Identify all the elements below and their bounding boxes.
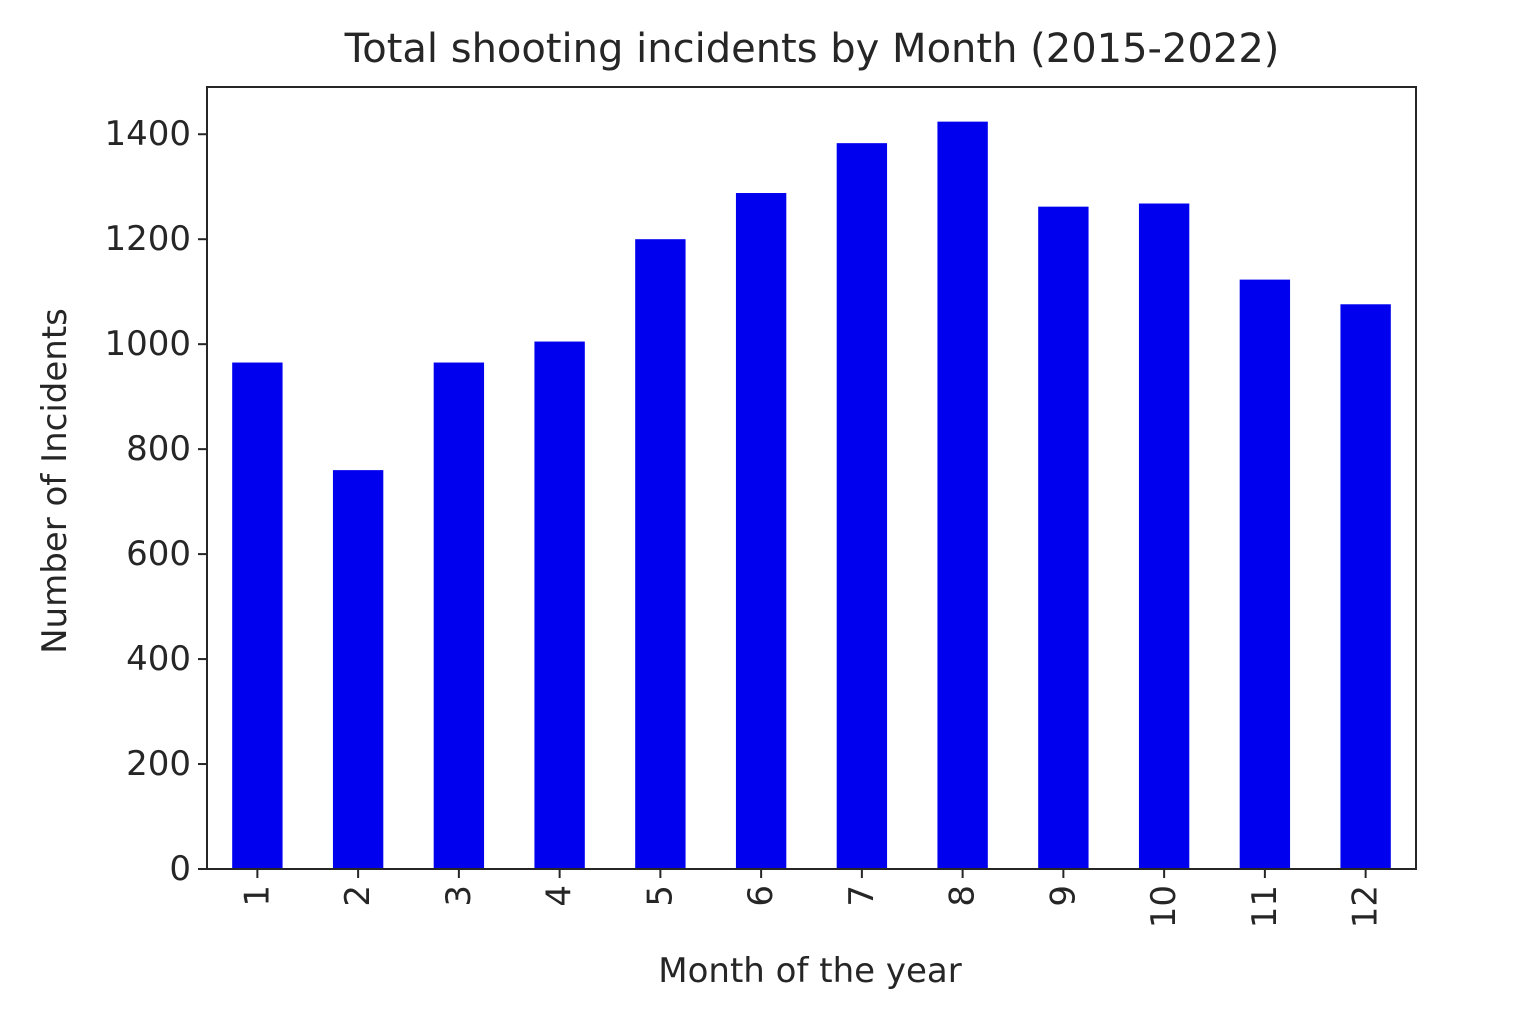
x-tick-label: 11 bbox=[1245, 885, 1285, 928]
x-axis-label: Month of the year bbox=[658, 951, 961, 991]
bar-month-2 bbox=[332, 470, 384, 869]
x-tick-label: 9 bbox=[1043, 885, 1083, 907]
x-axis-ticks: 1 2 3 4 5 6 7 8 9 10 11 12 bbox=[237, 869, 1386, 928]
bar-month-7 bbox=[836, 143, 888, 869]
bar-month-5 bbox=[635, 239, 686, 869]
bar-month-12 bbox=[1340, 304, 1391, 870]
y-axis-label: Number of Incidents bbox=[35, 308, 75, 654]
x-tick-label: 5 bbox=[640, 885, 680, 907]
bar-month-4 bbox=[534, 341, 585, 870]
y-tick-label: 1200 bbox=[104, 219, 191, 259]
x-tick-label: 4 bbox=[540, 885, 580, 907]
bar-month-11 bbox=[1239, 279, 1291, 870]
x-tick-label: 10 bbox=[1144, 885, 1184, 928]
y-tick-label: 1400 bbox=[104, 114, 191, 154]
x-tick-label: 12 bbox=[1346, 885, 1386, 928]
bar-month-3 bbox=[433, 362, 485, 869]
y-tick-label: 600 bbox=[126, 534, 191, 574]
y-tick-label: 800 bbox=[126, 429, 191, 469]
bar-month-6 bbox=[735, 193, 787, 869]
bar-month-1 bbox=[232, 362, 283, 869]
y-axis-ticks: 0 200 400 600 800 1000 1200 1400 bbox=[104, 114, 207, 889]
x-tick-label: 1 bbox=[237, 885, 277, 907]
y-tick-label: 400 bbox=[126, 639, 191, 679]
bars bbox=[232, 121, 1391, 870]
x-tick-label: 6 bbox=[741, 885, 781, 907]
plot-frame bbox=[206, 86, 1417, 870]
x-tick-label: 7 bbox=[842, 885, 882, 907]
x-tick-label: 8 bbox=[943, 885, 983, 907]
x-tick-label: 2 bbox=[338, 885, 378, 907]
y-tick-label: 0 bbox=[169, 849, 191, 889]
y-tick-label: 1000 bbox=[104, 324, 191, 364]
bar-month-10 bbox=[1138, 203, 1190, 869]
bar-month-9 bbox=[1038, 206, 1089, 869]
bar-month-8 bbox=[937, 121, 988, 870]
y-tick-label: 200 bbox=[126, 744, 191, 784]
x-tick-label: 3 bbox=[439, 885, 479, 907]
chart-title: Total shooting incidents by Month (2015-… bbox=[344, 26, 1280, 72]
